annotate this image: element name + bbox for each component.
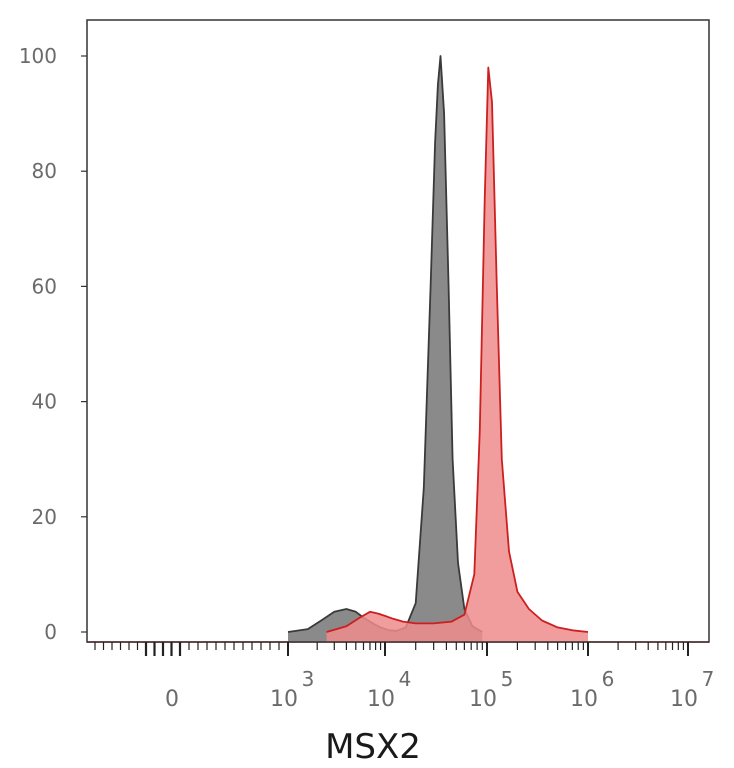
y-tick-label: 20	[32, 505, 57, 529]
y-tick-label: 0	[44, 620, 57, 644]
x-tick-label: 10	[270, 687, 298, 712]
series-layer	[87, 55, 709, 643]
series-0-line	[287, 55, 483, 633]
x-tick-exponent: 7	[702, 667, 715, 691]
series-1-line	[326, 66, 589, 633]
x-tick-label: 10	[570, 687, 598, 712]
series-0-area	[288, 56, 483, 642]
x-tick-label: 10	[670, 687, 698, 712]
x-tick-exponent: 3	[302, 667, 315, 691]
x-tick-label: 0	[165, 687, 179, 712]
x-tick-label: 10	[469, 687, 497, 712]
x-axis-label: MSX2	[325, 727, 421, 767]
plot-frame	[86, 19, 710, 643]
y-tick-label: 40	[32, 390, 57, 414]
x-tick-exponent: 5	[501, 667, 514, 691]
x-tick-label: 10	[367, 687, 395, 712]
y-tick-label: 80	[32, 159, 57, 183]
y-tick-label: 100	[19, 44, 57, 68]
x-tick-exponent: 6	[602, 667, 615, 691]
x-tick-exponent: 4	[399, 667, 412, 691]
y-tick-label: 60	[32, 274, 57, 298]
y-axis: 0 20 40 60 80 100	[19, 44, 87, 644]
